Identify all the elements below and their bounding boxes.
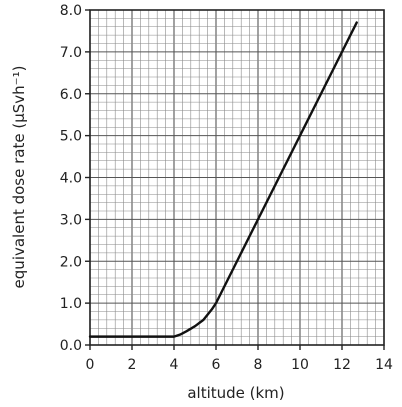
chart-grid [89, 9, 385, 346]
y-tick-label: 1.0 [60, 296, 82, 312]
chart-series [88, 21, 358, 338]
x-tick-label: 10 [291, 357, 309, 373]
y-tick-label: 2.0 [60, 254, 82, 270]
y-tick-label: 3.0 [60, 212, 82, 228]
x-tick-label: 6 [212, 357, 221, 373]
x-tick-label: 8 [254, 357, 263, 373]
y-tick-label: 6.0 [60, 87, 82, 103]
chart-axes [85, 9, 385, 350]
y-tick-label: 4.0 [60, 171, 82, 187]
y-axis-label: equivalent dose rate (µSvh⁻¹) [10, 66, 28, 289]
x-tick-label: 4 [170, 357, 179, 373]
x-axis-label: altitude (km) [187, 384, 284, 402]
x-tick-label: 2 [128, 357, 137, 373]
y-tick-label: 7.0 [60, 45, 82, 61]
x-tick-label: 14 [375, 357, 393, 373]
y-tick-label: 8.0 [60, 3, 82, 19]
y-tick-label: 0.0 [60, 338, 82, 354]
y-tick-label: 5.0 [60, 129, 82, 145]
x-tick-label: 12 [333, 357, 351, 373]
x-tick-labels: 0 2 4 6 8 10 12 14 [86, 357, 393, 373]
x-tick-label: 0 [86, 357, 95, 373]
dose-rate-line [88, 21, 358, 338]
y-tick-labels: 0.0 1.0 2.0 3.0 4.0 5.0 6.0 7.0 8.0 [60, 3, 82, 354]
